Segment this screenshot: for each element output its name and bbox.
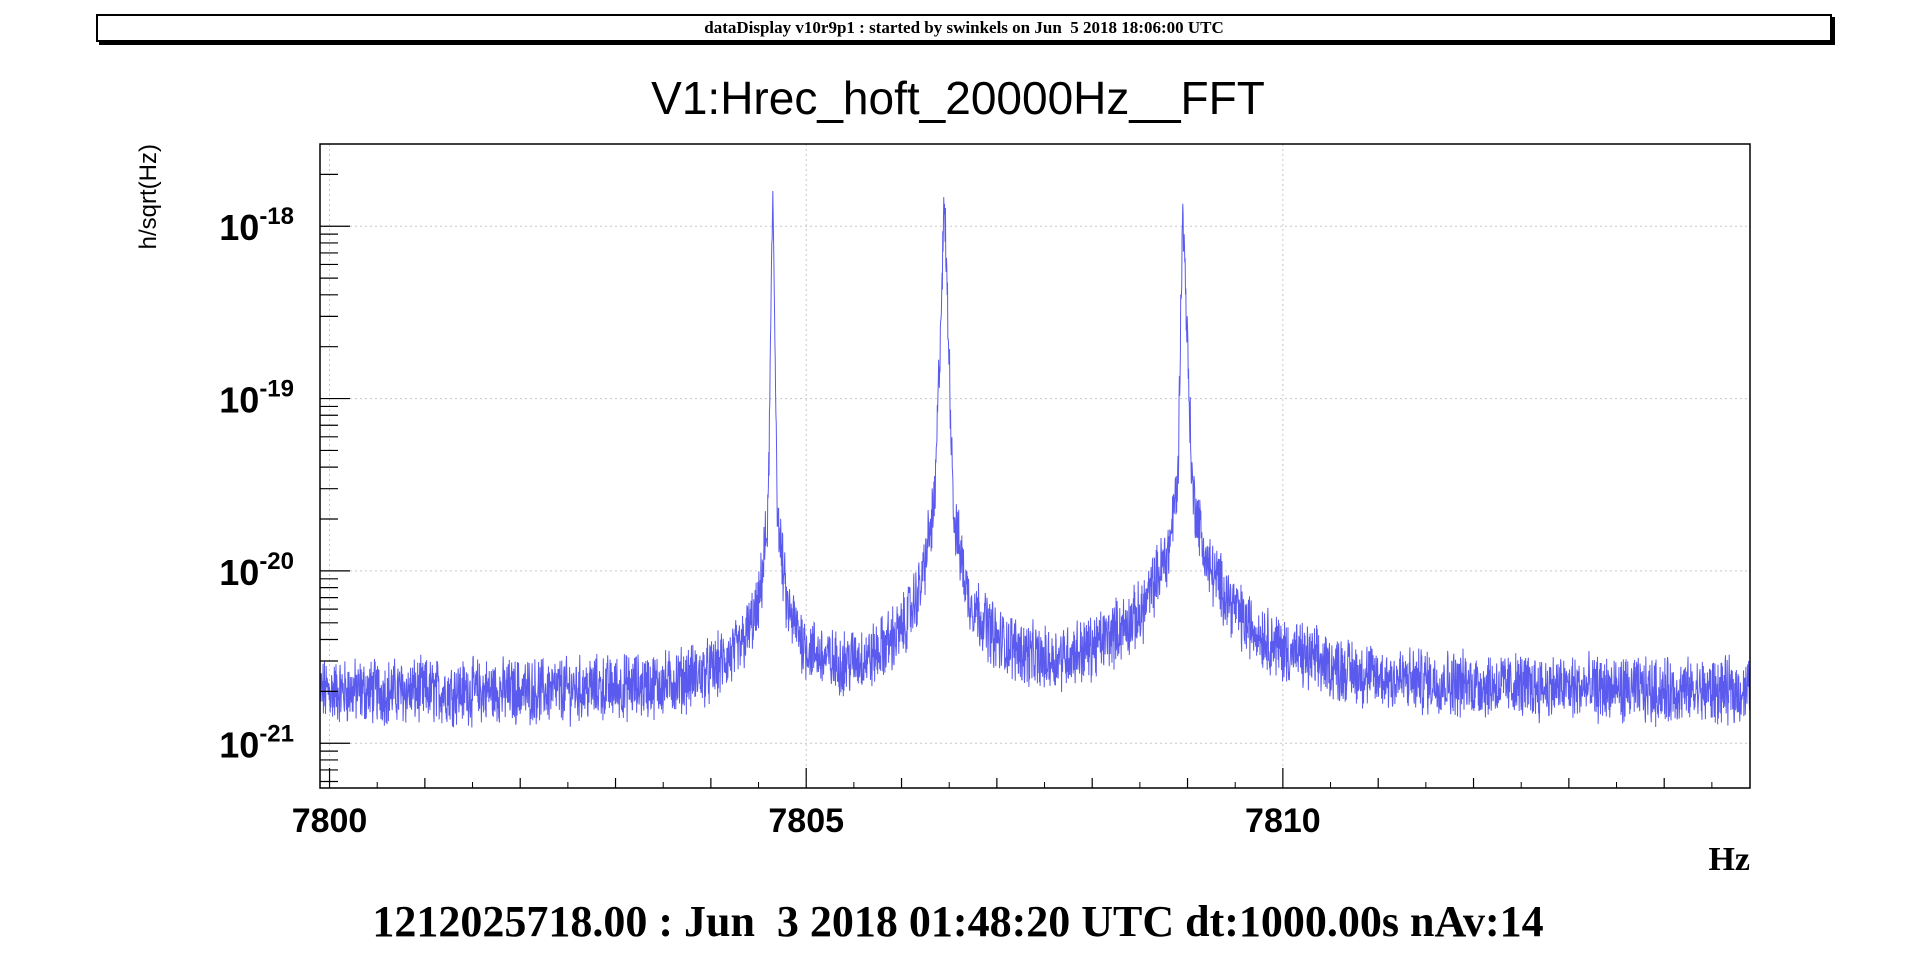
y-tick-label: 10-18 [219,203,294,248]
spectrum-series-line [320,191,1750,728]
chart-title: V1:Hrec_hoft_20000Hz__FFT [651,72,1265,124]
header-bar: dataDisplay v10r9p1 : started by swinkel… [96,14,1832,42]
x-tick-label: 7800 [292,802,368,840]
ticks-layer [320,173,1713,788]
x-tick-label: 7805 [768,802,844,840]
x-tick-label: 7810 [1245,802,1321,840]
header-text: dataDisplay v10r9p1 : started by swinkel… [704,18,1224,37]
plot-frame [319,143,1751,789]
y-tick-label: 10-21 [219,720,294,765]
labels-layer: 7800 7805 7810 10-21 10-20 10-19 10-18 [219,203,1320,840]
footer-text: 1212025718.00 : Jun 3 2018 01:48:20 UTC … [372,897,1544,946]
y-tick-label: 10-19 [219,376,294,421]
y-axis-label: h/sqrt(Hz) [135,144,162,249]
y-tick-label: 10-20 [219,548,294,593]
series-layer [320,191,1750,728]
x-axis-label: Hz [1708,841,1750,878]
